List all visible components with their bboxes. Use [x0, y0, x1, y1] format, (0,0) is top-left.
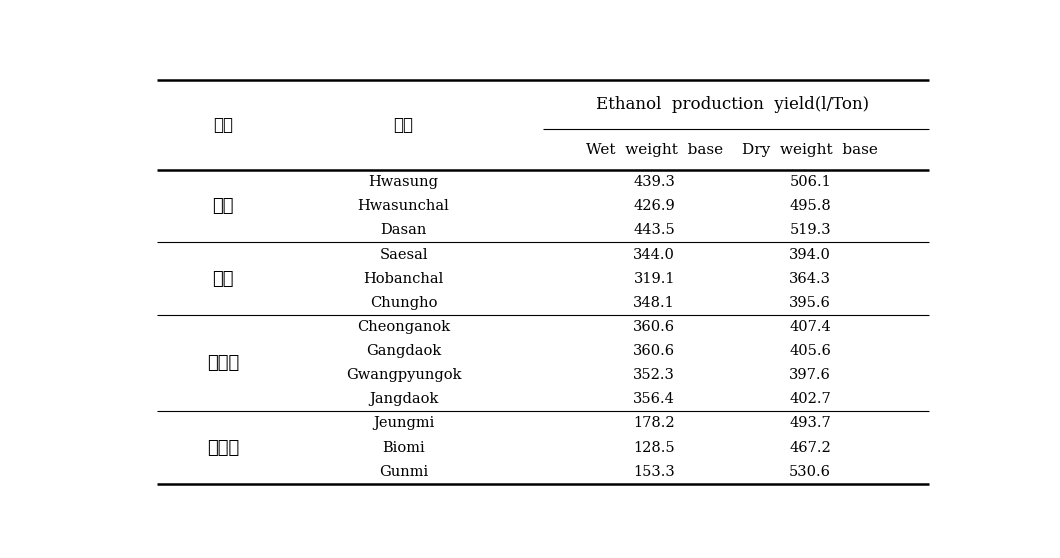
Text: Jeungmi: Jeungmi [373, 416, 435, 430]
Text: Hwasung: Hwasung [369, 175, 439, 189]
Text: 405.6: 405.6 [790, 344, 831, 358]
Text: Ethanol  production  yield(l/Ton): Ethanol production yield(l/Ton) [596, 96, 869, 113]
Text: 178.2: 178.2 [633, 416, 675, 430]
Text: 348.1: 348.1 [633, 296, 675, 310]
Text: 519.3: 519.3 [790, 223, 831, 237]
Text: 현미: 현미 [212, 198, 233, 215]
Text: 493.7: 493.7 [790, 416, 831, 430]
Text: 356.4: 356.4 [633, 392, 675, 406]
Text: 작물: 작물 [213, 116, 233, 134]
Text: 402.7: 402.7 [790, 392, 831, 406]
Text: 530.6: 530.6 [790, 465, 831, 479]
Text: 128.5: 128.5 [633, 440, 675, 455]
Text: 고구마: 고구마 [207, 439, 238, 456]
Text: 364.3: 364.3 [790, 272, 831, 286]
Text: Hobanchal: Hobanchal [364, 272, 444, 286]
Text: Gunmi: Gunmi [379, 465, 428, 479]
Text: 397.6: 397.6 [790, 368, 831, 382]
Text: 426.9: 426.9 [633, 199, 675, 213]
Text: 394.0: 394.0 [790, 248, 831, 262]
Text: 439.3: 439.3 [633, 175, 675, 189]
Text: Chungho: Chungho [370, 296, 438, 310]
Text: Gwangpyungok: Gwangpyungok [346, 368, 461, 382]
Text: Biomi: Biomi [383, 440, 425, 455]
Text: 506.1: 506.1 [790, 175, 831, 189]
Text: 360.6: 360.6 [633, 344, 675, 358]
Text: 319.1: 319.1 [634, 272, 675, 286]
Text: 443.5: 443.5 [633, 223, 675, 237]
Text: 품종: 품종 [393, 116, 413, 134]
Text: Hwasunchal: Hwasunchal [357, 199, 449, 213]
Text: Saesal: Saesal [379, 248, 428, 262]
Text: 360.6: 360.6 [633, 320, 675, 334]
Text: Dasan: Dasan [381, 223, 427, 237]
Text: 495.8: 495.8 [790, 199, 831, 213]
Text: 395.6: 395.6 [790, 296, 831, 310]
Text: 467.2: 467.2 [790, 440, 831, 455]
Text: Cheonganok: Cheonganok [357, 320, 450, 334]
Text: 보리: 보리 [212, 270, 233, 288]
Text: Jangdaok: Jangdaok [369, 392, 438, 406]
Text: 344.0: 344.0 [633, 248, 675, 262]
Text: 옥수수: 옥수수 [207, 354, 238, 372]
Text: Wet  weight  base: Wet weight base [585, 143, 723, 157]
Text: Dry  weight  base: Dry weight base [742, 143, 878, 157]
Text: Gangdaok: Gangdaok [366, 344, 441, 358]
Text: 352.3: 352.3 [633, 368, 675, 382]
Text: 153.3: 153.3 [633, 465, 675, 479]
Text: 407.4: 407.4 [790, 320, 831, 334]
